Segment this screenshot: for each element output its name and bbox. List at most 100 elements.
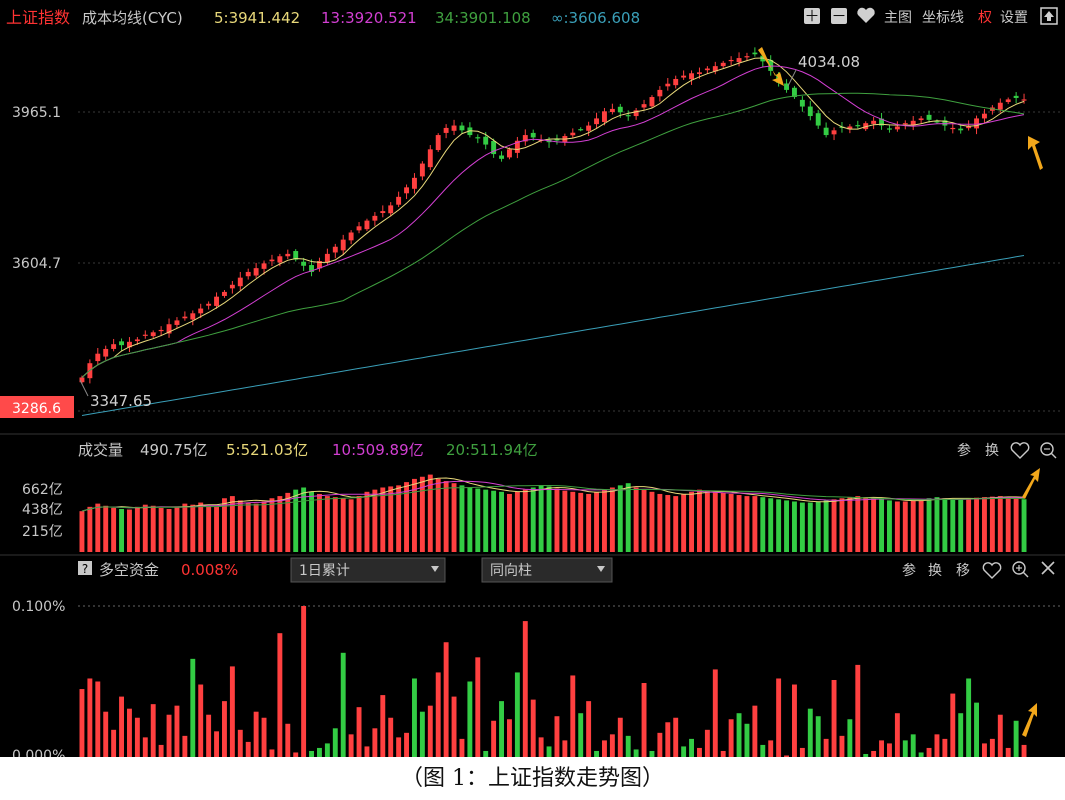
vol-ma10-legend: 10:509.89亿 [332, 441, 424, 459]
candle-body [261, 263, 267, 269]
candle-body [894, 126, 900, 130]
volume-plot [79, 474, 1027, 552]
volume-bar [966, 498, 972, 552]
volume-bar [641, 489, 647, 552]
high-pointer [787, 69, 797, 87]
candle-body [1013, 95, 1019, 98]
candle-body [720, 62, 726, 67]
fund-bar [609, 734, 615, 757]
candle-body [451, 125, 457, 131]
volume-bar [491, 490, 497, 552]
fund-bar [483, 750, 489, 757]
volume-title: 成交量 [78, 441, 123, 459]
fund-bar [720, 750, 726, 757]
chevron-down-icon [431, 566, 439, 572]
type-select[interactable]: 同向柱 [481, 557, 613, 583]
candle-body [348, 232, 354, 241]
volume-bar [79, 511, 85, 552]
vol-ma5-legend: 5:521.03亿 [226, 441, 308, 459]
fund-bar [174, 705, 180, 757]
expand-button[interactable] [1040, 7, 1058, 25]
volume-bar [87, 506, 93, 552]
volume-bar [570, 491, 576, 552]
candle-body [863, 123, 869, 130]
candle-body [942, 120, 948, 126]
period-select[interactable]: 1日累计 [290, 557, 446, 583]
rights-button[interactable]: 权 [978, 10, 992, 26]
candle-body [522, 135, 528, 142]
fund-bar [594, 750, 599, 757]
fund-heart-icon[interactable] [982, 562, 1002, 579]
fund-bar [712, 669, 718, 757]
fund-bar [317, 747, 322, 757]
volume-bar [443, 481, 449, 552]
volume-bar [507, 493, 512, 552]
fund-bar [697, 747, 702, 757]
candle-body [807, 106, 813, 117]
close-icon[interactable] [1041, 561, 1055, 575]
volume-param-button[interactable]: 参 [957, 442, 971, 459]
candle-body [166, 324, 172, 334]
fund-bar [982, 743, 987, 757]
candle-body [427, 149, 433, 168]
volume-bar [285, 492, 291, 552]
candle-body [317, 261, 322, 269]
fund-bar [158, 744, 164, 757]
volume-bar [799, 502, 805, 552]
fund-bar [237, 729, 243, 757]
volume-bar [1013, 497, 1019, 552]
fund-param-button[interactable]: 参 [902, 562, 916, 579]
volume-bar [222, 498, 227, 552]
fund-bar [332, 728, 338, 757]
fund-bar [807, 708, 813, 757]
candle-body [301, 261, 307, 266]
volume-bar [451, 483, 457, 552]
axis-line-button[interactable]: 坐标线 [922, 10, 964, 26]
indicator-name[interactable]: 成本均线(CYC) [82, 9, 183, 27]
fund-zoom-icon[interactable] [1012, 561, 1029, 578]
volume-bar [530, 487, 536, 552]
zoom-out-button[interactable]: － [831, 7, 847, 25]
favorite-heart-icon[interactable] [857, 7, 875, 24]
volume-bar [95, 503, 101, 552]
volume-switch-button[interactable]: 换 [985, 442, 999, 459]
upload-arrow-icon [1044, 11, 1054, 21]
fund-bar [119, 696, 124, 757]
volume-bar [404, 482, 409, 552]
fund-bar [602, 740, 607, 757]
candle-body [324, 253, 330, 263]
volume-bar [261, 501, 267, 552]
price-plot [79, 47, 1027, 416]
zoom-in-button[interactable]: ＋ [804, 7, 820, 25]
volume-bar [807, 502, 813, 552]
settings-button[interactable]: 设置 [1000, 10, 1028, 26]
candle-body [435, 135, 441, 151]
arrow-fund-icon [1022, 703, 1037, 737]
fund-switch-button[interactable]: 换 [928, 562, 942, 579]
volume-bar [111, 507, 117, 552]
candle-body [950, 127, 956, 130]
volume-bar [174, 506, 180, 552]
fund-bar [380, 695, 386, 757]
candle-body [997, 102, 1003, 110]
fund-bar [823, 738, 829, 757]
fund-bar [261, 717, 267, 757]
volume-bar [633, 487, 639, 552]
chevron-down-icon [597, 566, 605, 572]
main-chart-button[interactable]: 主图 [884, 10, 912, 26]
volume-zoom-icon[interactable] [1040, 442, 1057, 459]
volume-bar [974, 497, 979, 552]
help-icon[interactable]: ? [78, 561, 92, 576]
volume-bar [372, 489, 378, 552]
volume-bar [855, 496, 861, 552]
fund-bar [475, 657, 481, 757]
volume-bar [847, 497, 853, 552]
candle-body [744, 56, 750, 58]
fund-bar [443, 642, 449, 757]
volume-heart-icon[interactable] [1010, 442, 1030, 459]
price-toolbar: ＋ － 主图 坐标线 权 设置 [804, 7, 1058, 26]
fund-move-button[interactable]: 移 [956, 563, 970, 579]
volume-bar [293, 489, 299, 552]
index-title: 上证指数 [6, 8, 70, 27]
volume-bar [1005, 496, 1011, 552]
